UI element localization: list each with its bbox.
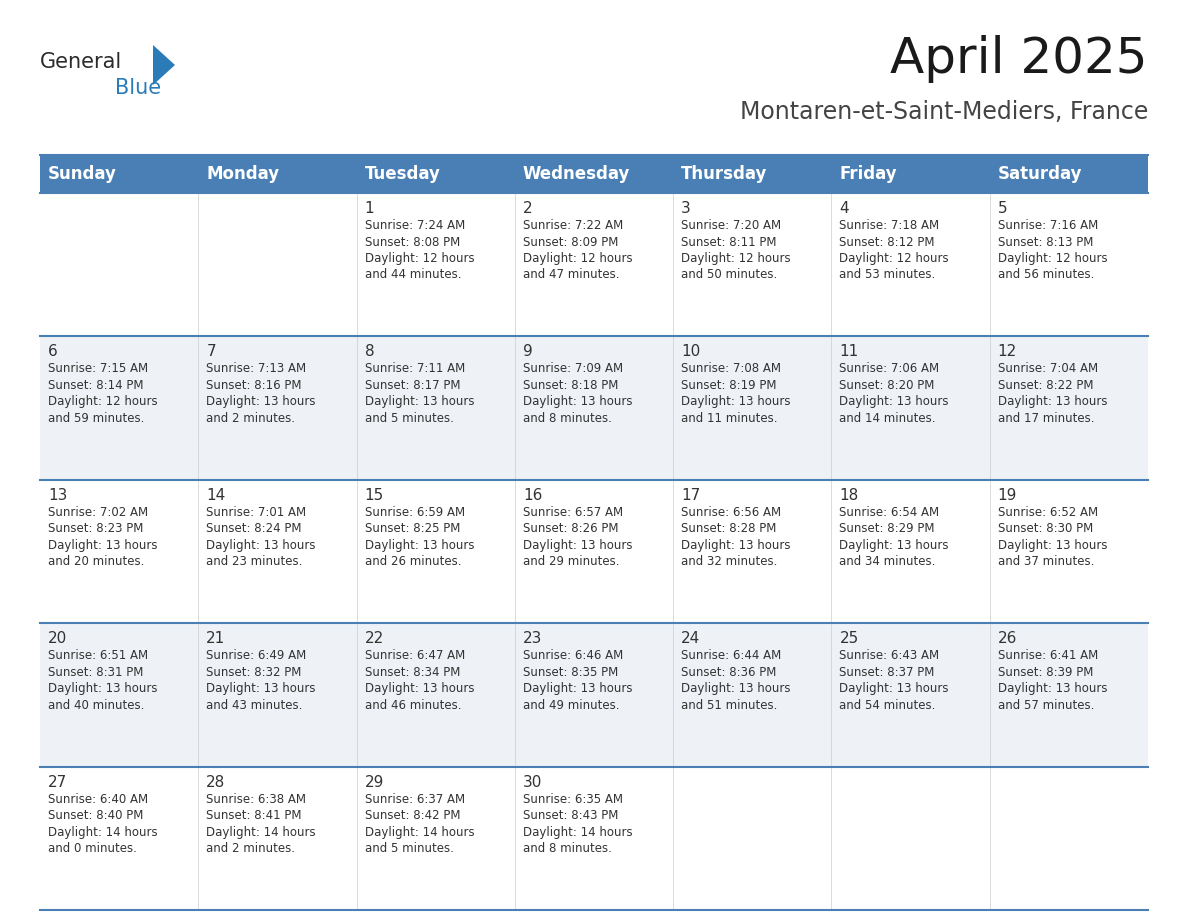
Text: 5: 5 — [998, 201, 1007, 216]
Text: Sunrise: 6:54 AM
Sunset: 8:29 PM
Daylight: 13 hours
and 34 minutes.: Sunrise: 6:54 AM Sunset: 8:29 PM Dayligh… — [840, 506, 949, 568]
Text: Sunrise: 7:08 AM
Sunset: 8:19 PM
Daylight: 13 hours
and 11 minutes.: Sunrise: 7:08 AM Sunset: 8:19 PM Dayligh… — [681, 363, 791, 425]
Text: Sunrise: 7:22 AM
Sunset: 8:09 PM
Daylight: 12 hours
and 47 minutes.: Sunrise: 7:22 AM Sunset: 8:09 PM Dayligh… — [523, 219, 632, 282]
Text: 7: 7 — [207, 344, 216, 360]
Text: Sunrise: 7:18 AM
Sunset: 8:12 PM
Daylight: 12 hours
and 53 minutes.: Sunrise: 7:18 AM Sunset: 8:12 PM Dayligh… — [840, 219, 949, 282]
Text: Sunrise: 6:56 AM
Sunset: 8:28 PM
Daylight: 13 hours
and 32 minutes.: Sunrise: 6:56 AM Sunset: 8:28 PM Dayligh… — [681, 506, 791, 568]
Text: Saturday: Saturday — [998, 165, 1082, 183]
Text: 27: 27 — [48, 775, 68, 789]
Text: 6: 6 — [48, 344, 58, 360]
Text: Blue: Blue — [115, 78, 162, 98]
Text: Friday: Friday — [840, 165, 897, 183]
Text: 17: 17 — [681, 487, 701, 503]
Text: Sunrise: 6:46 AM
Sunset: 8:35 PM
Daylight: 13 hours
and 49 minutes.: Sunrise: 6:46 AM Sunset: 8:35 PM Dayligh… — [523, 649, 632, 711]
Text: Sunrise: 6:57 AM
Sunset: 8:26 PM
Daylight: 13 hours
and 29 minutes.: Sunrise: 6:57 AM Sunset: 8:26 PM Dayligh… — [523, 506, 632, 568]
Text: Sunrise: 6:41 AM
Sunset: 8:39 PM
Daylight: 13 hours
and 57 minutes.: Sunrise: 6:41 AM Sunset: 8:39 PM Dayligh… — [998, 649, 1107, 711]
Text: 29: 29 — [365, 775, 384, 789]
Text: Thursday: Thursday — [681, 165, 767, 183]
Bar — [40, 336, 1148, 480]
Text: Sunday: Sunday — [48, 165, 116, 183]
Text: Sunrise: 6:51 AM
Sunset: 8:31 PM
Daylight: 13 hours
and 40 minutes.: Sunrise: 6:51 AM Sunset: 8:31 PM Dayligh… — [48, 649, 158, 711]
Text: Tuesday: Tuesday — [365, 165, 441, 183]
Text: 24: 24 — [681, 632, 701, 646]
Text: 15: 15 — [365, 487, 384, 503]
Text: 12: 12 — [998, 344, 1017, 360]
Text: 1: 1 — [365, 201, 374, 216]
Text: 21: 21 — [207, 632, 226, 646]
Text: Sunrise: 7:24 AM
Sunset: 8:08 PM
Daylight: 12 hours
and 44 minutes.: Sunrise: 7:24 AM Sunset: 8:08 PM Dayligh… — [365, 219, 474, 282]
Text: Sunrise: 6:47 AM
Sunset: 8:34 PM
Daylight: 13 hours
and 46 minutes.: Sunrise: 6:47 AM Sunset: 8:34 PM Dayligh… — [365, 649, 474, 711]
Text: Sunrise: 6:59 AM
Sunset: 8:25 PM
Daylight: 13 hours
and 26 minutes.: Sunrise: 6:59 AM Sunset: 8:25 PM Dayligh… — [365, 506, 474, 568]
Bar — [40, 155, 1148, 193]
Text: 8: 8 — [365, 344, 374, 360]
Text: Sunrise: 7:02 AM
Sunset: 8:23 PM
Daylight: 13 hours
and 20 minutes.: Sunrise: 7:02 AM Sunset: 8:23 PM Dayligh… — [48, 506, 158, 568]
Text: 18: 18 — [840, 487, 859, 503]
Text: Sunrise: 7:09 AM
Sunset: 8:18 PM
Daylight: 13 hours
and 8 minutes.: Sunrise: 7:09 AM Sunset: 8:18 PM Dayligh… — [523, 363, 632, 425]
Text: 30: 30 — [523, 775, 542, 789]
Text: Sunrise: 7:15 AM
Sunset: 8:14 PM
Daylight: 12 hours
and 59 minutes.: Sunrise: 7:15 AM Sunset: 8:14 PM Dayligh… — [48, 363, 158, 425]
Text: Sunrise: 6:44 AM
Sunset: 8:36 PM
Daylight: 13 hours
and 51 minutes.: Sunrise: 6:44 AM Sunset: 8:36 PM Dayligh… — [681, 649, 791, 711]
Text: 3: 3 — [681, 201, 691, 216]
Text: 26: 26 — [998, 632, 1017, 646]
Text: Sunrise: 6:40 AM
Sunset: 8:40 PM
Daylight: 14 hours
and 0 minutes.: Sunrise: 6:40 AM Sunset: 8:40 PM Dayligh… — [48, 792, 158, 855]
Bar — [40, 623, 1148, 767]
Text: 13: 13 — [48, 487, 68, 503]
Bar — [40, 767, 1148, 910]
Text: Sunrise: 6:52 AM
Sunset: 8:30 PM
Daylight: 13 hours
and 37 minutes.: Sunrise: 6:52 AM Sunset: 8:30 PM Dayligh… — [998, 506, 1107, 568]
Text: 28: 28 — [207, 775, 226, 789]
Text: 14: 14 — [207, 487, 226, 503]
Text: Sunrise: 7:20 AM
Sunset: 8:11 PM
Daylight: 12 hours
and 50 minutes.: Sunrise: 7:20 AM Sunset: 8:11 PM Dayligh… — [681, 219, 791, 282]
Text: 20: 20 — [48, 632, 68, 646]
Text: Sunrise: 6:38 AM
Sunset: 8:41 PM
Daylight: 14 hours
and 2 minutes.: Sunrise: 6:38 AM Sunset: 8:41 PM Dayligh… — [207, 792, 316, 855]
Text: Sunrise: 6:49 AM
Sunset: 8:32 PM
Daylight: 13 hours
and 43 minutes.: Sunrise: 6:49 AM Sunset: 8:32 PM Dayligh… — [207, 649, 316, 711]
Text: 19: 19 — [998, 487, 1017, 503]
Text: Sunrise: 7:06 AM
Sunset: 8:20 PM
Daylight: 13 hours
and 14 minutes.: Sunrise: 7:06 AM Sunset: 8:20 PM Dayligh… — [840, 363, 949, 425]
Text: 16: 16 — [523, 487, 542, 503]
Text: Sunrise: 7:11 AM
Sunset: 8:17 PM
Daylight: 13 hours
and 5 minutes.: Sunrise: 7:11 AM Sunset: 8:17 PM Dayligh… — [365, 363, 474, 425]
Text: Sunrise: 7:04 AM
Sunset: 8:22 PM
Daylight: 13 hours
and 17 minutes.: Sunrise: 7:04 AM Sunset: 8:22 PM Dayligh… — [998, 363, 1107, 425]
Text: 10: 10 — [681, 344, 701, 360]
Text: April 2025: April 2025 — [891, 35, 1148, 83]
Text: General: General — [40, 52, 122, 72]
Text: Sunrise: 7:13 AM
Sunset: 8:16 PM
Daylight: 13 hours
and 2 minutes.: Sunrise: 7:13 AM Sunset: 8:16 PM Dayligh… — [207, 363, 316, 425]
Text: Sunrise: 7:01 AM
Sunset: 8:24 PM
Daylight: 13 hours
and 23 minutes.: Sunrise: 7:01 AM Sunset: 8:24 PM Dayligh… — [207, 506, 316, 568]
Text: 2: 2 — [523, 201, 532, 216]
Text: Montaren-et-Saint-Mediers, France: Montaren-et-Saint-Mediers, France — [740, 100, 1148, 124]
Polygon shape — [153, 45, 175, 85]
Text: 25: 25 — [840, 632, 859, 646]
Text: Sunrise: 6:43 AM
Sunset: 8:37 PM
Daylight: 13 hours
and 54 minutes.: Sunrise: 6:43 AM Sunset: 8:37 PM Dayligh… — [840, 649, 949, 711]
Text: Monday: Monday — [207, 165, 279, 183]
Bar — [40, 193, 1148, 336]
Text: 23: 23 — [523, 632, 542, 646]
Text: Sunrise: 7:16 AM
Sunset: 8:13 PM
Daylight: 12 hours
and 56 minutes.: Sunrise: 7:16 AM Sunset: 8:13 PM Dayligh… — [998, 219, 1107, 282]
Text: 4: 4 — [840, 201, 849, 216]
Text: Wednesday: Wednesday — [523, 165, 630, 183]
Text: Sunrise: 6:35 AM
Sunset: 8:43 PM
Daylight: 14 hours
and 8 minutes.: Sunrise: 6:35 AM Sunset: 8:43 PM Dayligh… — [523, 792, 632, 855]
Text: Sunrise: 6:37 AM
Sunset: 8:42 PM
Daylight: 14 hours
and 5 minutes.: Sunrise: 6:37 AM Sunset: 8:42 PM Dayligh… — [365, 792, 474, 855]
Text: 9: 9 — [523, 344, 532, 360]
Bar — [40, 480, 1148, 623]
Text: 11: 11 — [840, 344, 859, 360]
Text: 22: 22 — [365, 632, 384, 646]
